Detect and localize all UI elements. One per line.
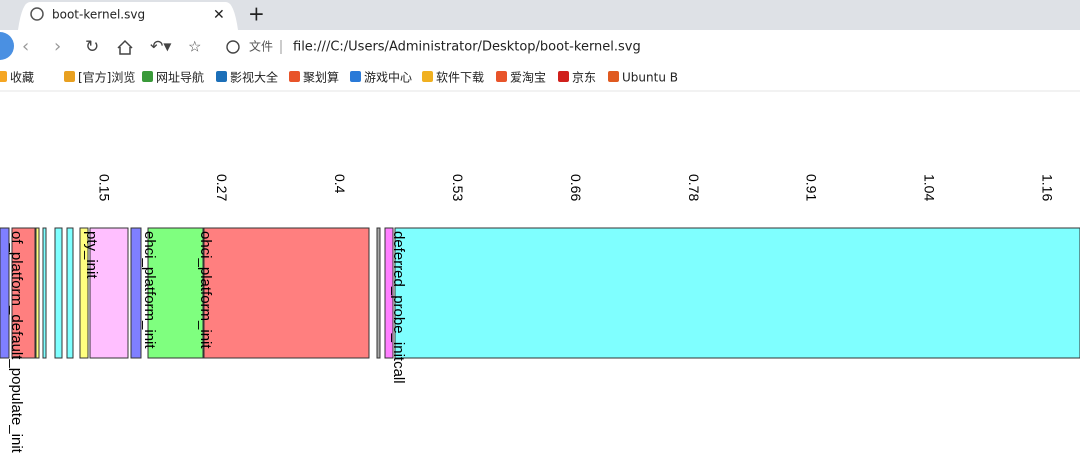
bookmark[interactable]: 软件下载 [436, 71, 484, 85]
bookmark-icon [608, 71, 619, 82]
tick-label: 0.53 [450, 174, 466, 201]
tick-label: 1.04 [922, 174, 938, 201]
block [66, 227, 74, 359]
bookmark-icon [350, 71, 361, 82]
block-label: deferred_probe_initcall [390, 231, 407, 384]
block [203, 227, 370, 359]
bookmark-icon [216, 71, 227, 82]
tick-label: 1.16 [1039, 174, 1055, 201]
tick-label: 0.15 [96, 174, 112, 201]
reload-button[interactable]: ↻ [85, 37, 99, 57]
bookmarks: 收藏 [官方]浏览 网址导航 影视大全 聚划算 游戏中心 软件下载 爱淘宝 京东 Ubuntu B [0, 70, 678, 85]
bookmarks-bar [0, 63, 1080, 91]
bookmark[interactable]: Ubuntu B [622, 71, 678, 85]
block [0, 227, 10, 359]
back-button[interactable]: ‹ [22, 36, 29, 57]
tick-label: 0.27 [214, 174, 230, 201]
bookmark[interactable]: 聚划算 [303, 70, 339, 85]
block [384, 227, 394, 359]
tick-label: 0.66 [568, 174, 584, 201]
bookmark[interactable]: [官方]浏览 [78, 70, 135, 85]
bookmark[interactable]: 影视大全 [230, 70, 278, 85]
block [42, 227, 47, 359]
block [130, 227, 142, 359]
bookmark-icon [0, 71, 7, 82]
address-label: 文件 [249, 39, 273, 54]
tick-label: 0.78 [686, 174, 702, 201]
undo-button[interactable]: ↶▾ [150, 37, 171, 56]
tab-close[interactable]: ✕ [213, 7, 225, 23]
bookmark[interactable]: 京东 [572, 71, 596, 85]
block-labels: of_platform_default_populate_init pty_ini… [8, 231, 407, 454]
bookmark[interactable]: 游戏中心 [364, 70, 412, 85]
bookmark[interactable]: 爱淘宝 [510, 71, 546, 85]
forward-button[interactable]: › [54, 36, 61, 57]
tick-label: 0.91 [804, 174, 820, 201]
block-label: pty_init [83, 231, 100, 279]
time-axis: 0.15 0.27 0.4 0.53 0.66 0.78 0.91 1.04 1.16 [96, 174, 1055, 201]
block [11, 227, 36, 359]
block [89, 227, 129, 359]
block-label: ohci_platform_init [197, 231, 214, 349]
favorites-button[interactable]: ☆ [188, 38, 201, 56]
bookmark[interactable]: 网址导航 [156, 70, 204, 85]
tick-label: 0.4 [332, 174, 348, 194]
url[interactable]: file:///C:/Users/Administrator/Desktop/b… [293, 40, 641, 55]
bookmark-icon [558, 71, 569, 82]
bookmark-icon [142, 71, 153, 82]
block [35, 227, 40, 359]
bookmark-icon [496, 71, 507, 82]
toolbar [0, 30, 1080, 63]
block [394, 227, 1080, 359]
tab-title: boot-kernel.svg [52, 8, 145, 22]
bookmark[interactable]: 收藏 [10, 71, 34, 85]
globe-icon [30, 7, 44, 21]
block [147, 227, 204, 359]
home-button[interactable] [117, 39, 133, 55]
block [54, 227, 63, 359]
block [376, 227, 381, 359]
bookmark-icon [289, 71, 300, 82]
bookmark-icon [422, 71, 433, 82]
block-label: ehci_platform_init [141, 231, 158, 349]
new-tab[interactable]: + [248, 2, 265, 26]
block-label: of_platform_default_populate_init [8, 231, 25, 454]
bookmark-icon [64, 71, 75, 82]
info-icon[interactable] [226, 40, 240, 54]
profile-icon[interactable] [0, 32, 14, 60]
tab[interactable] [18, 2, 238, 30]
block [79, 227, 89, 359]
